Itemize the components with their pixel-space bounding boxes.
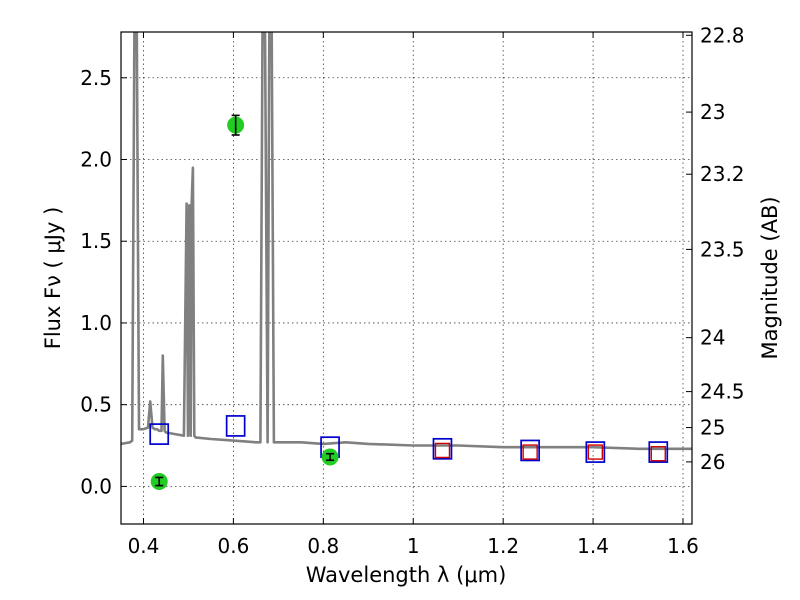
mag-tick-label: 23.2 xyxy=(700,162,745,186)
mag-tick-label: 26 xyxy=(700,450,725,474)
mag-tick-label: 22.8 xyxy=(700,23,745,47)
ticks: 0.4 0.6 0.8 1 1.2 1.4 1.6 0.0 0.5 1.0 1.5 2.0 2.5 22.… xyxy=(80,23,744,558)
plot-frame xyxy=(120,31,693,525)
mag-tick-label: 24 xyxy=(700,326,725,350)
model-photometry-blue-marker xyxy=(520,439,540,462)
x-tick-label: 1.4 xyxy=(577,534,609,558)
x-tick-label: 0.4 xyxy=(128,534,160,558)
x-axis-label: Wavelength λ (μm) xyxy=(306,563,507,587)
model-photometry-blue-marker xyxy=(432,437,453,460)
y-tick-label: 0.5 xyxy=(80,393,112,417)
model-spectrum-line xyxy=(121,32,692,451)
grid xyxy=(121,32,692,524)
x-tick-label: 1 xyxy=(407,534,420,558)
model-photometry-red-marker xyxy=(650,446,666,462)
model-photometry-blue-marker xyxy=(225,415,246,437)
x-tick-label: 1.2 xyxy=(487,534,519,558)
model-photometry-red-marker xyxy=(434,442,451,459)
model-photometry-blue-marker xyxy=(648,441,669,463)
y-tick-label: 1.0 xyxy=(80,311,112,335)
y-axis-label: Flux Fν ( μJy ) xyxy=(41,207,65,350)
x-tick-label: 0.8 xyxy=(307,534,339,558)
mag-tick-label: 23.5 xyxy=(700,237,745,261)
model-photometry-blue-marker xyxy=(585,441,606,463)
mag-tick-label: 23 xyxy=(700,100,725,124)
y-tick-label: 0.0 xyxy=(80,474,112,498)
mag-tick-label: 25 xyxy=(700,416,725,440)
model-photometry-red-marker xyxy=(587,444,604,460)
y2-axis-label: Magnitude (AB) xyxy=(758,196,782,359)
x-tick-label: 1.6 xyxy=(667,534,699,558)
mag-tick-label: 24.5 xyxy=(700,380,745,404)
model-photometry-red-marker xyxy=(522,444,538,460)
x-tick-label: 0.6 xyxy=(217,534,249,558)
y-tick-label: 2.5 xyxy=(80,66,112,90)
y-tick-label: 1.5 xyxy=(80,229,112,253)
model-photometry-blue-marker xyxy=(149,423,170,445)
plot-area xyxy=(121,32,692,491)
y-tick-label: 2.0 xyxy=(80,147,112,171)
